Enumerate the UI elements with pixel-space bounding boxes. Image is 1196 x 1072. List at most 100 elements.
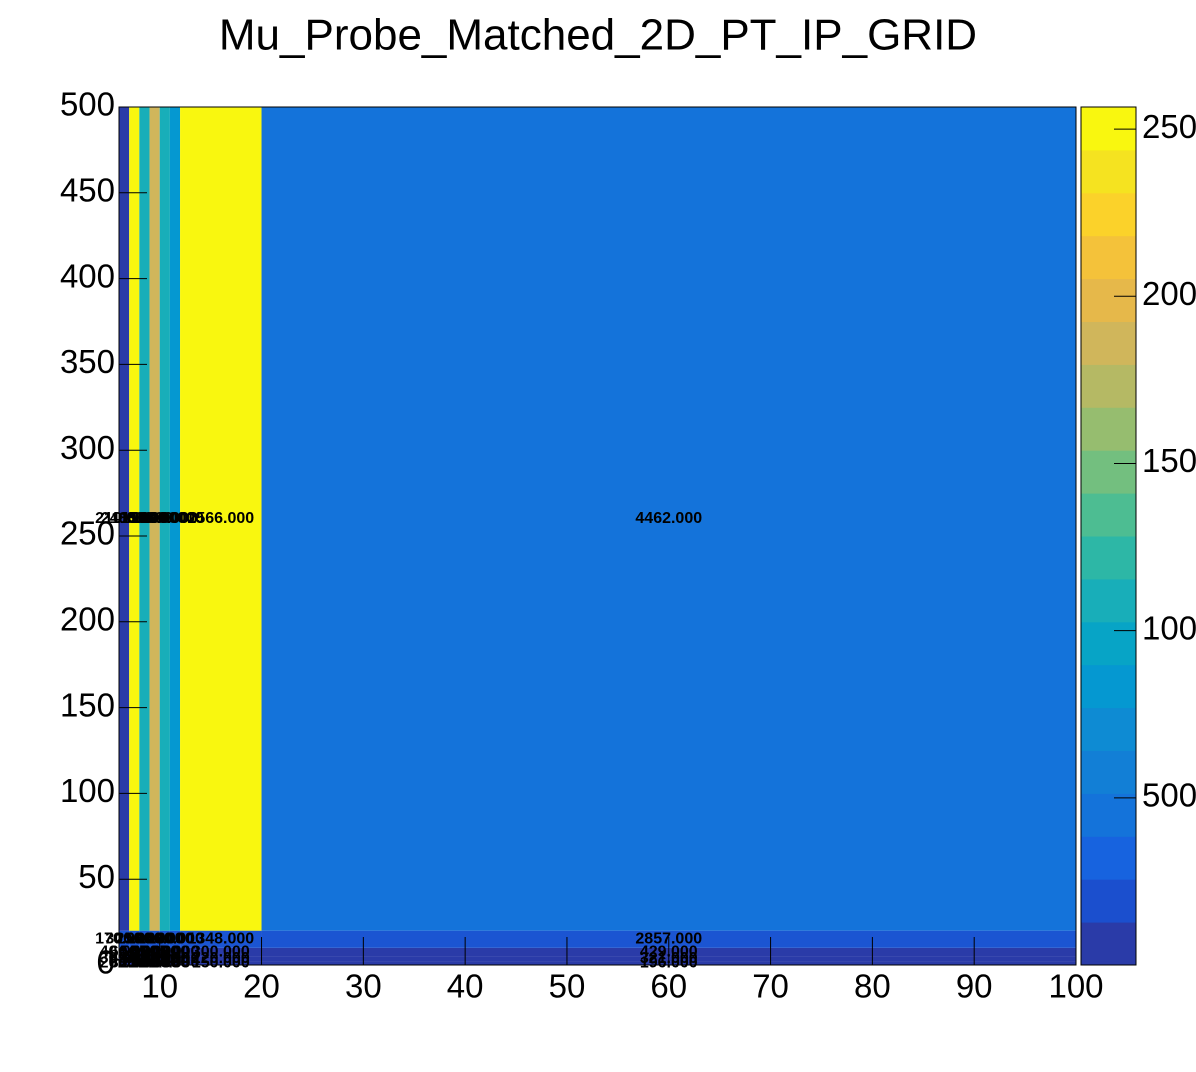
chart-title: Mu_Probe_Matched_2D_PT_IP_GRID [219,11,977,60]
heatmap-cell [129,107,140,931]
colorbar-band [1081,750,1136,794]
y-tick-label: 50 [78,858,115,895]
x-tick-label: 90 [956,968,993,1005]
heatmap-cell [149,961,160,965]
colorbar-band [1081,321,1136,365]
x-tick-label: 60 [650,968,687,1005]
colorbar-band [1081,664,1136,709]
colorbar-band [1081,621,1136,666]
heatmap-cell [159,956,170,962]
cell-label: 1150.000 [112,510,178,527]
cell-label: 40.000 [100,943,149,960]
heatmap-cell [159,947,170,957]
cell-label: 2566.000 [187,510,254,527]
heatmap-cell [169,947,181,957]
heatmap-cell [149,107,160,931]
colorbar-band [1081,836,1136,880]
cell-label: 240.000 [146,930,204,947]
x-tick-label: 80 [854,968,891,1005]
colorbar-band [1081,793,1136,837]
heatmap-cell [129,930,140,948]
cell-label: 4462.000 [635,510,702,527]
colorbar-band [1081,879,1136,923]
cell-label: 55.000 [130,943,179,960]
cell-label: 2480.000 [101,510,168,527]
colorbar-band [1081,149,1136,194]
cell-label: 25.000 [120,955,169,972]
heatmap-cell [159,961,170,965]
heatmap-cell [159,930,170,948]
cell-label: 30.000 [100,950,149,967]
colorbar-band [1081,536,1136,580]
cell-label: 210.000 [95,510,153,527]
heatmap-cell [169,930,181,948]
heatmap-cell [149,956,160,962]
x-tick-label: 50 [549,968,586,1005]
heatmap-cell [129,956,140,962]
heatmap-cell [139,107,150,931]
y-tick-label: 400 [60,257,115,294]
colorbar-band [1081,278,1136,322]
heatmap-cell [261,107,1076,931]
heatmap-cell [169,961,181,965]
y-tick-label: 300 [60,429,115,466]
colorbar-band [1081,707,1136,751]
heatmap-cell [119,107,130,931]
cell-label: 300.000 [192,943,250,960]
colorbar-band [1081,192,1136,237]
heatmap-cell [180,930,262,948]
y-tick-label: 150 [60,686,115,723]
heatmap-cell [180,107,262,931]
cell-label: 45.000 [110,950,159,967]
cell-label: 40.000 [120,950,169,967]
cell-label: 28.000 [130,955,179,972]
x-tick-label: 40 [447,968,484,1005]
heatmap-cell [180,961,262,965]
colorbar-band [1081,450,1136,494]
heatmap-cell [180,947,262,957]
heatmap-cell [169,107,181,931]
cell-label: 35.000 [151,950,200,967]
cell-label: 38.000 [140,950,189,967]
colorbar-band [1081,578,1136,623]
y-tick-label: 100 [60,772,115,809]
heatmap-cell [169,956,181,962]
cell-label: 30.000 [110,955,159,972]
cell-label: 26.000 [140,955,189,972]
heatmap-cell [139,947,150,957]
heatmap-cell [119,956,130,962]
x-tick-label: 10 [141,968,178,1005]
cell-label: 1348.000 [187,930,254,947]
colorbar-band [1081,493,1136,537]
cell-label: 170.000 [95,930,153,947]
cell-label: 50.000 [120,943,169,960]
y-tick-label: 450 [60,172,115,209]
colorbar-tick-label: 2500 [1142,108,1196,145]
cell-label: 280.000 [126,930,184,947]
cell-label: 24.000 [151,955,200,972]
cell-label: 300.000 [105,930,163,947]
cell-label: 1130.000 [132,510,198,527]
heatmap-cell [139,930,150,948]
heatmap-cell [119,961,130,965]
colorbar-tick-label: 500 [1142,777,1196,814]
heatmap-cell [119,930,130,948]
heatmap-cell [139,961,150,965]
x-tick-label: 20 [243,968,280,1005]
cell-label: 1900.000 [121,510,188,527]
cell-label: 220.000 [192,950,250,967]
y-tick-label: 250 [60,515,115,552]
colorbar-band [1081,364,1136,408]
cell-label: 42.000 [130,950,179,967]
heatmap-cell [119,947,130,957]
cell-label: 260.000 [136,930,194,947]
cell-label: 60.000 [110,943,159,960]
heatmap-cell [180,956,262,962]
cell-label: 830.000 [146,510,204,527]
colorbar-band [1081,235,1136,280]
colorbar-band [1081,922,1136,966]
heatmap-cell [129,947,140,957]
